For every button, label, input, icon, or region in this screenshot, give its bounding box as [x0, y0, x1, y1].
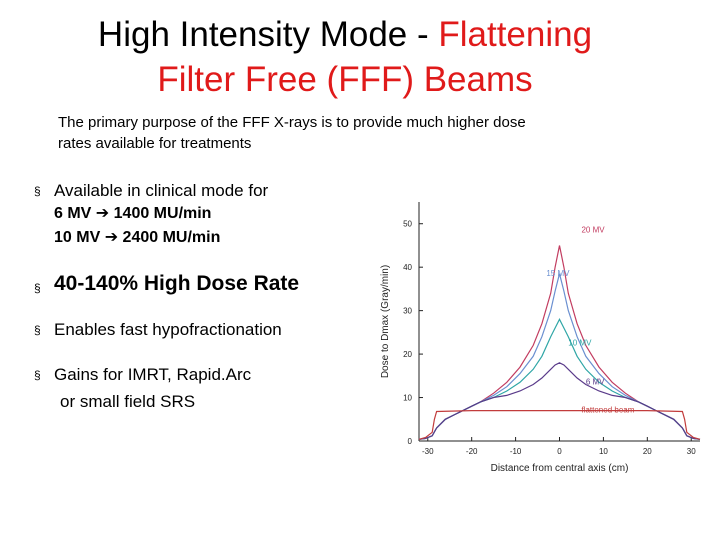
chart-series-layer	[418, 245, 701, 440]
bullet-mark: §	[34, 323, 41, 337]
series-label-10-mv: 10 MV	[568, 338, 592, 347]
series-label-6-mv: 6 MV	[586, 378, 605, 387]
intro-line-2: rates available for treatments	[58, 135, 252, 152]
y-tick-label: 50	[403, 220, 412, 229]
bullet-mark: §	[34, 281, 41, 295]
dose-profile-svg: 0 10 20 30 40 50 -30 -20 -10 0 10 20 30 Distance from…	[380, 202, 701, 474]
x-tick-label: -30	[422, 447, 434, 456]
bullet-text: 40-140% High Dose Rate	[54, 272, 300, 295]
y-tick-label: 0	[408, 437, 413, 446]
series-line-flattened-beam	[418, 410, 701, 440]
bullet-sub-10mv: 10 MV ➔ 2400 MU/min	[54, 229, 221, 246]
series-line-6-mv	[418, 362, 701, 440]
bullet-imrt-continuation: or small field SRS	[60, 392, 196, 411]
dose-profile-chart: 0 10 20 30 40 50 -30 -20 -10 0 10 20 30 Distance from…	[372, 190, 712, 485]
bullet-sub-6mv: 6 MV ➔ 1400 MU/min	[54, 205, 212, 222]
bullet-text: Gains for IMRT, Rapid.Arc	[54, 365, 252, 384]
bullet-mark: §	[34, 368, 41, 382]
title-line-1: High Intensity Mode - Flattening	[0, 12, 690, 57]
bullet-text: Available in clinical mode for	[54, 181, 269, 200]
x-tick-label: -20	[466, 447, 478, 456]
intro-line-1: The primary purpose of the FFF X-rays is…	[58, 114, 526, 131]
series-label-15-mv: 15 MV	[546, 269, 570, 278]
bullet-mark: §	[34, 184, 41, 198]
y-axis-label: Dose to Dmax (Gray/min)	[380, 265, 391, 378]
x-tick-label: 20	[643, 447, 652, 456]
x-tick-label: -10	[510, 447, 522, 456]
y-tick-label: 30	[403, 307, 412, 316]
x-axis-label: Distance from central axis (cm)	[491, 463, 629, 474]
bullet-text: Enables fast hypofractionation	[54, 320, 282, 339]
series-line-15-mv	[418, 273, 701, 440]
series-line-10-mv	[418, 317, 701, 440]
title-accent-line-1: Flattening	[438, 15, 593, 54]
intro-text: The primary purpose of the FFF X-rays is…	[58, 112, 618, 154]
x-tick-label: 0	[557, 447, 562, 456]
x-tick-label: 30	[687, 447, 696, 456]
title-part-1: High Intensity Mode -	[97, 15, 439, 54]
y-tick-label: 40	[403, 263, 412, 272]
y-tick-label: 20	[403, 350, 412, 359]
y-tick-label: 10	[403, 394, 412, 403]
chart-axes: 0 10 20 30 40 50 -30 -20 -10 0 10 20 30 Distance from…	[380, 202, 700, 474]
series-label-flattened-beam: flattened beam	[581, 405, 634, 414]
chart-labels-layer: 20 MV 15 MV 10 MV 6 MV flattened beam	[546, 225, 634, 414]
slide-title: High Intensity Mode - Flattening Filter …	[0, 12, 690, 102]
series-label-20-mv: 20 MV	[581, 225, 605, 234]
x-tick-label: 10	[599, 447, 608, 456]
title-accent-line-2: Filter Free (FFF) Beams	[157, 60, 533, 99]
